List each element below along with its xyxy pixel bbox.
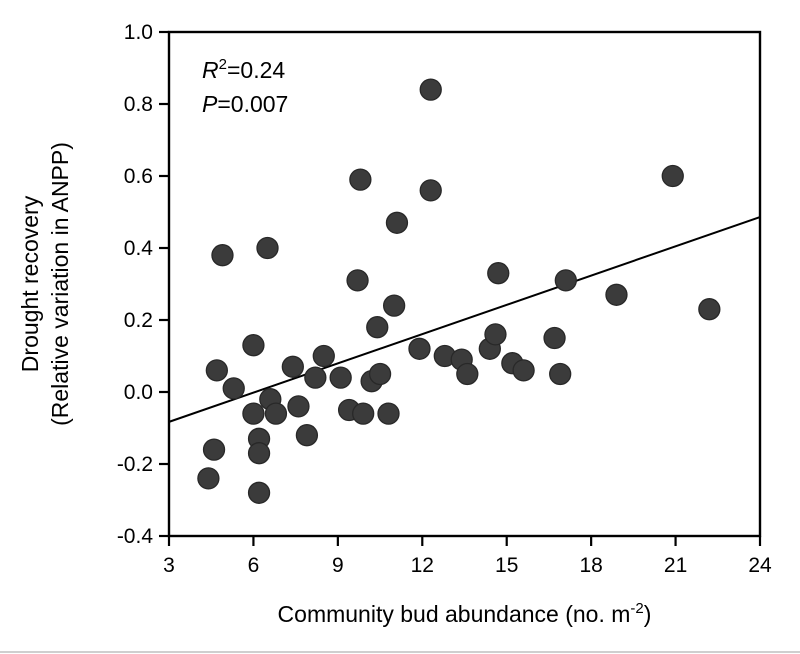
y-tick-label: -0.2 <box>117 453 153 476</box>
r-value: =0.24 <box>227 57 285 83</box>
data-point <box>382 294 406 317</box>
data-point <box>256 236 279 260</box>
x-tick-label: 6 <box>248 554 260 577</box>
data-point <box>456 362 479 386</box>
data-point <box>222 377 245 400</box>
plot-frame <box>167 30 762 538</box>
x-tick-label: 21 <box>664 554 687 577</box>
data-point <box>264 402 288 425</box>
y-tick-label: 1.0 <box>124 21 153 44</box>
data-point <box>368 362 392 386</box>
y-tick-label: 0.6 <box>124 165 153 188</box>
data-point <box>242 334 265 357</box>
data-point <box>205 359 228 382</box>
y-tick-label: 0.0 <box>124 381 153 404</box>
p-value-annotation: P=0.007 <box>202 91 288 117</box>
r-superscript: 2 <box>219 56 227 73</box>
data-point <box>366 316 389 339</box>
data-point <box>242 402 265 425</box>
regression-line <box>168 216 761 423</box>
data-point <box>304 366 327 389</box>
x-axis-label-close: ) <box>644 601 652 627</box>
x-tick-label: 3 <box>163 554 175 577</box>
data-point <box>295 424 319 447</box>
x-tick-label: 9 <box>332 554 344 577</box>
x-tick-label: 12 <box>411 554 434 577</box>
data-point <box>202 438 226 461</box>
p-variable: P <box>202 91 218 117</box>
image-bottom-border <box>0 651 800 653</box>
r-variable: R <box>202 57 219 83</box>
x-axis-label-main: Community bud abundance (no. m <box>278 601 631 627</box>
data-point <box>197 467 220 490</box>
y-tick-label: 0.4 <box>124 237 154 260</box>
data-point <box>247 442 271 465</box>
data-point <box>698 298 721 321</box>
x-tick-label: 15 <box>495 554 518 577</box>
data-point <box>329 366 352 389</box>
data-point <box>408 337 431 360</box>
data-point <box>554 269 577 292</box>
data-point <box>247 481 271 504</box>
y-tick-label: -0.4 <box>117 525 154 548</box>
data-point <box>661 164 684 188</box>
r-squared-annotation: R2=0.24 <box>202 56 285 83</box>
data-point <box>605 283 628 306</box>
data-point <box>352 402 375 425</box>
data-point <box>487 262 510 285</box>
x-axis-label-superscript: -2 <box>630 600 643 617</box>
data-point <box>211 244 234 267</box>
data-point <box>549 362 572 386</box>
data-point <box>543 326 566 350</box>
data-point <box>287 395 310 418</box>
y-axis-label-line1: Drought recovery <box>17 195 43 372</box>
y-axis-label-line2: (Relative variation in ANPP) <box>47 142 73 426</box>
x-tick-label: 24 <box>748 554 772 577</box>
data-point <box>312 344 335 368</box>
x-axis-label: Community bud abundance (no. m-2) <box>278 600 652 627</box>
data-point <box>349 168 372 191</box>
data-point <box>419 78 442 101</box>
data-point <box>512 359 535 382</box>
data-point <box>346 269 369 292</box>
data-point <box>484 323 507 346</box>
y-tick-label: 0.2 <box>124 309 153 332</box>
x-tick-label: 18 <box>579 554 602 577</box>
data-point <box>281 355 304 378</box>
data-point <box>419 179 442 202</box>
y-tick-label: 0.8 <box>124 93 153 116</box>
data-point <box>385 211 409 234</box>
data-point <box>377 402 400 425</box>
p-value: =0.007 <box>217 91 288 117</box>
